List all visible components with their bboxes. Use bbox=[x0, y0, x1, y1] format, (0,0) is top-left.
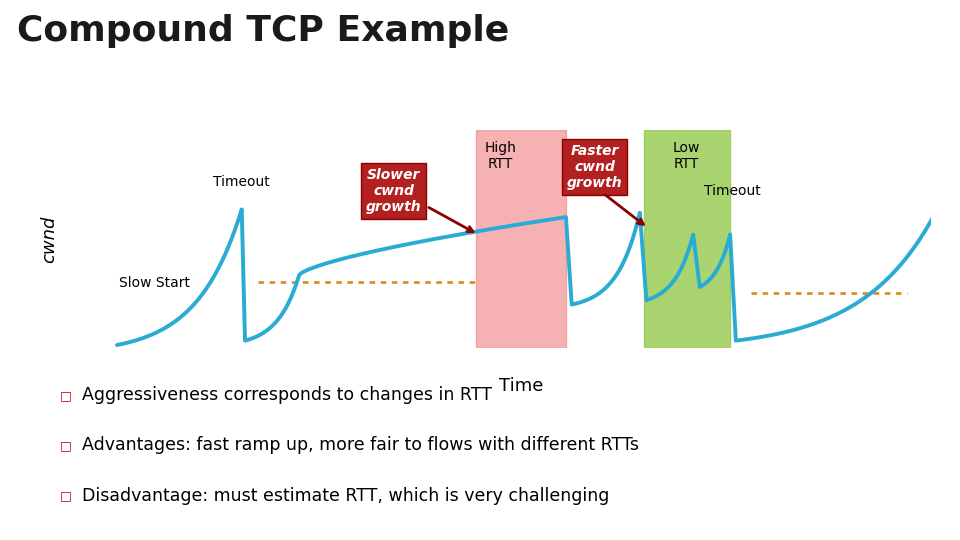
Text: Advantages: fast ramp up, more fair to flows with different RTTs: Advantages: fast ramp up, more fair to f… bbox=[82, 436, 638, 455]
Text: Timeout: Timeout bbox=[213, 175, 270, 189]
Text: Aggressiveness corresponds to changes in RTT: Aggressiveness corresponds to changes in… bbox=[82, 386, 492, 404]
Text: Time: Time bbox=[498, 377, 543, 395]
Text: High
RTT: High RTT bbox=[485, 141, 516, 171]
Text: □: □ bbox=[60, 439, 71, 452]
Text: Faster
cwnd
growth: Faster cwnd growth bbox=[566, 144, 622, 190]
Text: Compound TCP Example: Compound TCP Example bbox=[17, 14, 510, 48]
Text: 65: 65 bbox=[10, 94, 29, 108]
Text: Timeout: Timeout bbox=[705, 184, 761, 198]
Text: Slow Start: Slow Start bbox=[119, 276, 190, 289]
Text: □: □ bbox=[60, 489, 71, 502]
Bar bbox=[475, 130, 566, 348]
Text: Slower
cwnd
growth: Slower cwnd growth bbox=[366, 167, 421, 214]
Bar bbox=[644, 130, 731, 348]
Text: □: □ bbox=[60, 389, 71, 402]
Text: cwnd: cwnd bbox=[40, 215, 58, 262]
Text: Disadvantage: must estimate RTT, which is very challenging: Disadvantage: must estimate RTT, which i… bbox=[82, 487, 609, 505]
Text: Low
RTT: Low RTT bbox=[673, 141, 700, 171]
